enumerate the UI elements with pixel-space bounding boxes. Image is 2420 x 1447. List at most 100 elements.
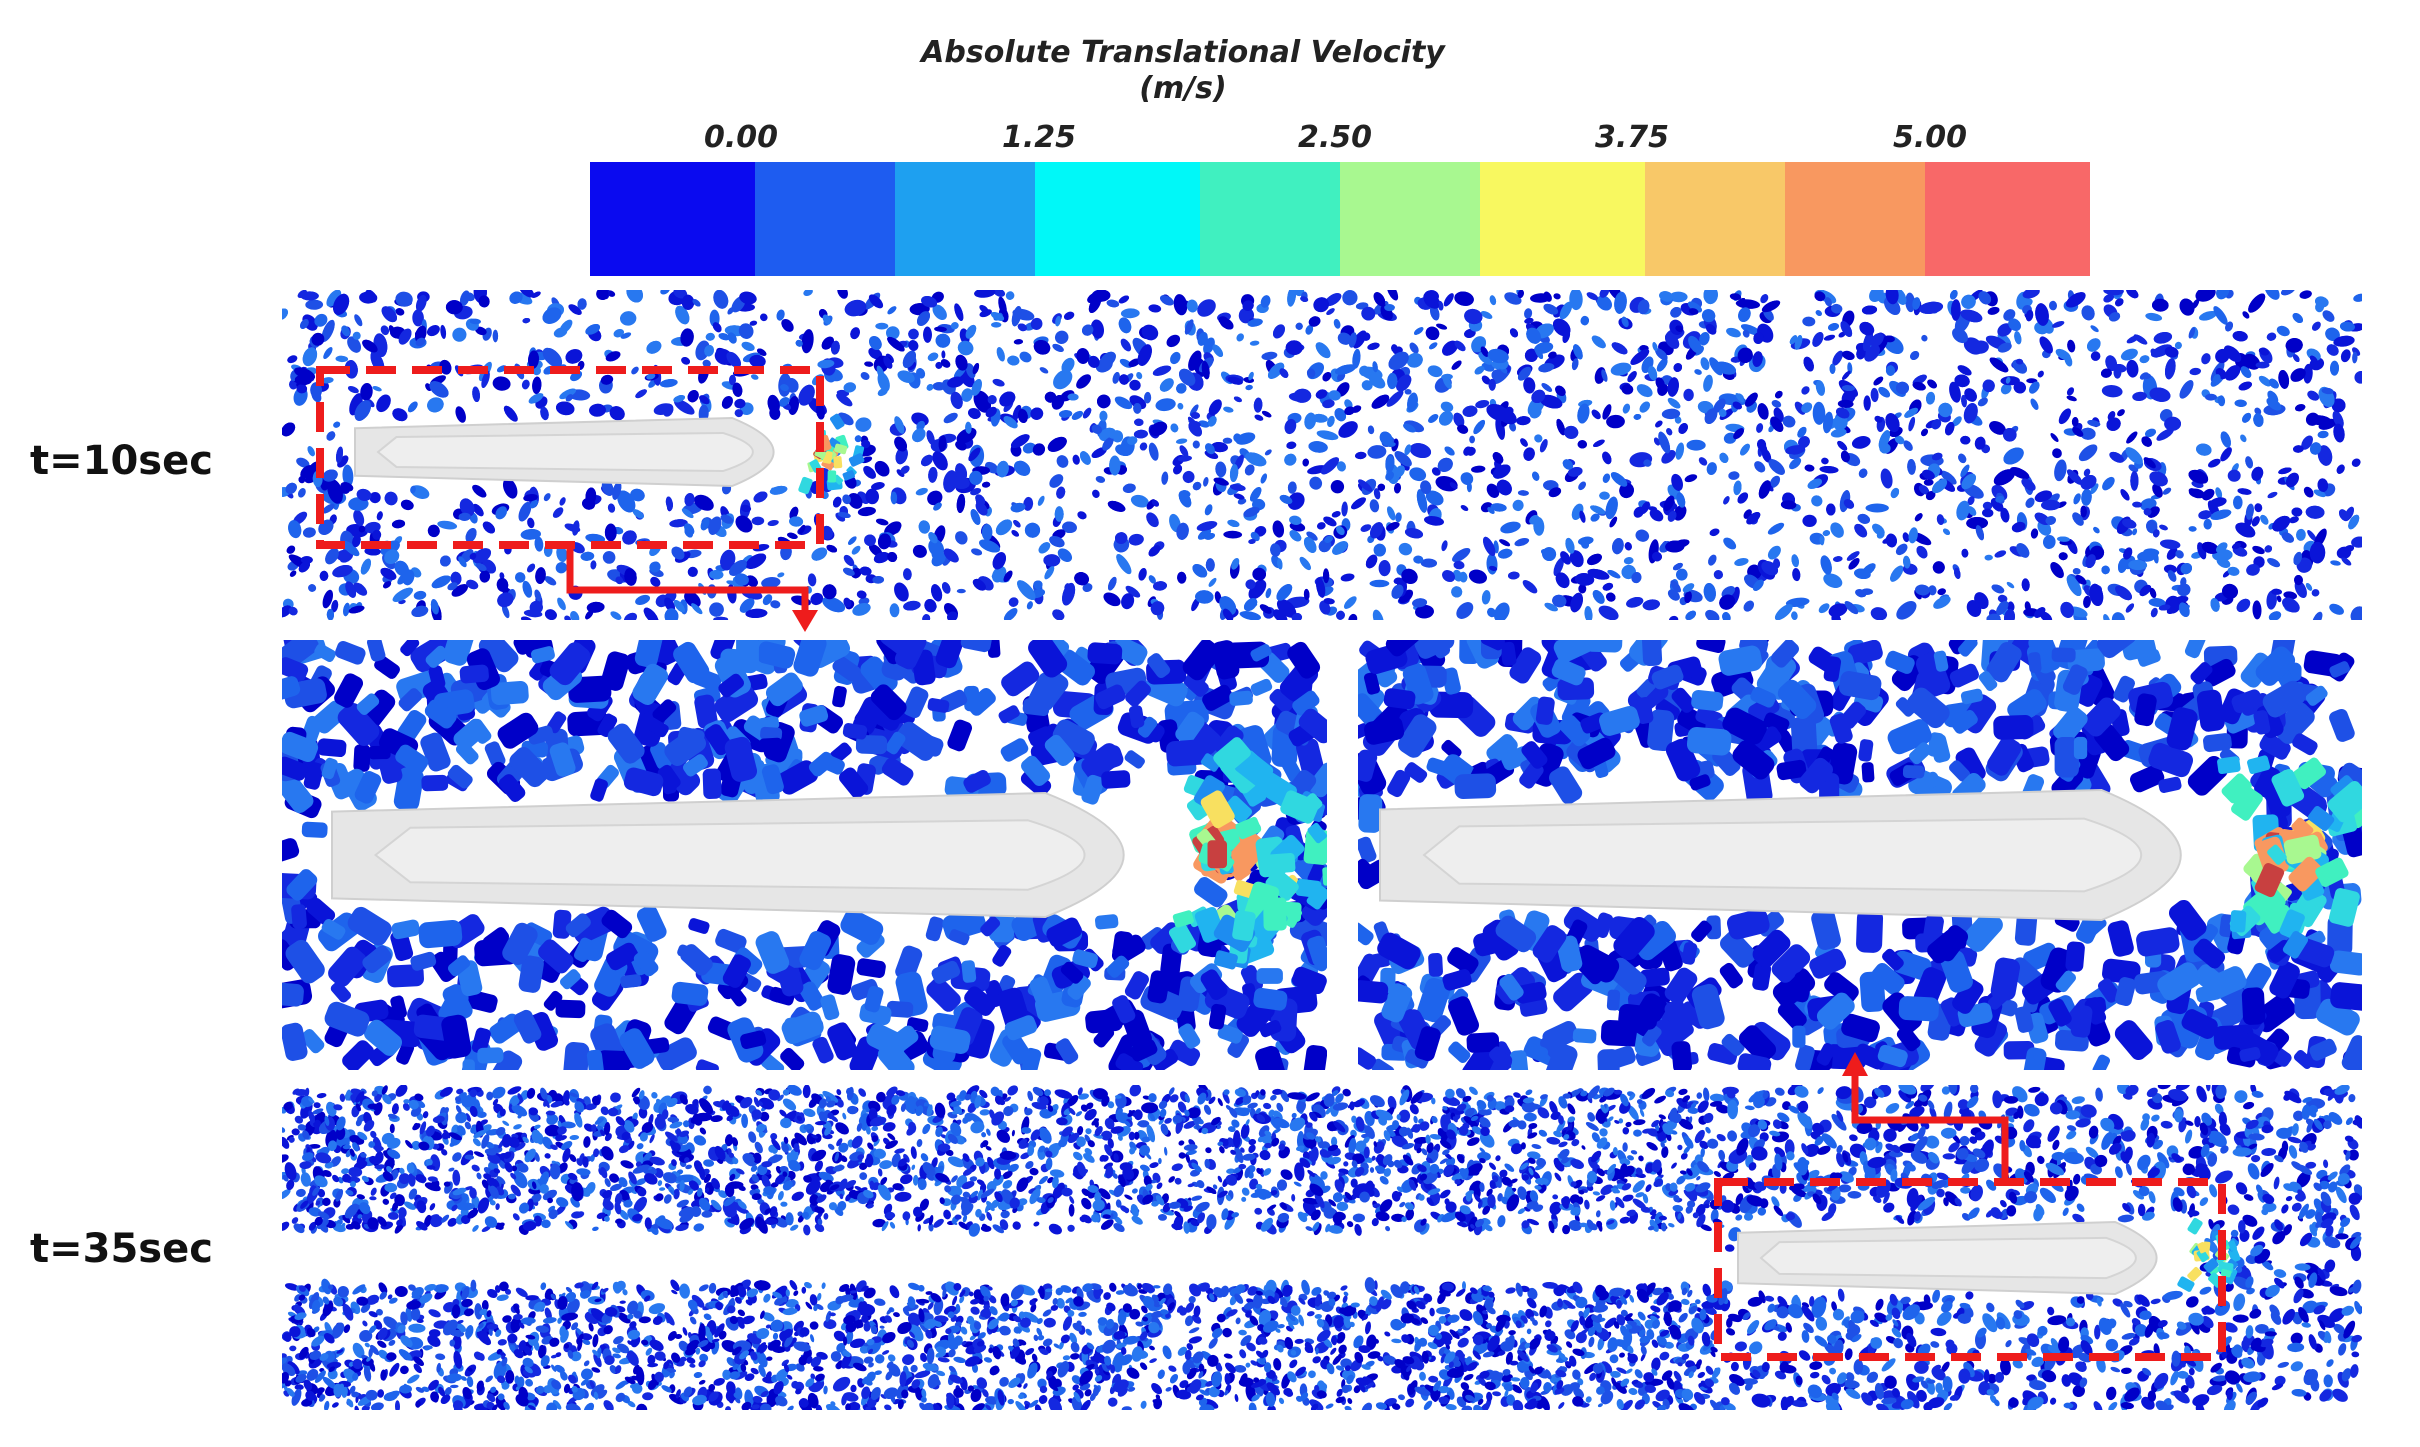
ice-floe — [1201, 360, 1210, 380]
legend-swatch — [1925, 162, 2090, 276]
ice-floe — [600, 651, 630, 691]
ice-floe — [1539, 438, 1548, 453]
ice-floe — [2076, 674, 2103, 707]
ice-floe — [2048, 998, 2072, 1027]
ice-floe — [950, 391, 963, 409]
ice-floe — [1997, 342, 2012, 353]
ice-floe — [1403, 423, 1416, 433]
ice-floe — [1487, 507, 1495, 514]
ice-floe — [837, 511, 851, 519]
ice-floe — [1811, 908, 1841, 951]
ice-floe — [2041, 499, 2061, 511]
ice-floe — [1812, 401, 1826, 425]
ice-floe — [521, 379, 530, 390]
ice-floe — [2090, 325, 2099, 333]
ice-floe — [2073, 736, 2088, 760]
ice-floe — [1205, 443, 1215, 455]
ice-floe — [1049, 474, 1064, 488]
ice-floe — [2227, 566, 2240, 576]
ice-floe — [1987, 306, 2000, 315]
ice-floe — [475, 563, 487, 571]
ice-floe — [354, 314, 363, 327]
ice-floe — [799, 705, 829, 727]
ice-floe — [2252, 600, 2262, 620]
ice-floe — [1029, 976, 1055, 1009]
ice-floe — [2340, 321, 2355, 332]
ice-floe — [1577, 440, 1587, 449]
ice-floe — [1984, 554, 1993, 561]
ice-floe — [1708, 554, 1717, 566]
ice-floe — [549, 742, 576, 777]
ice-floe — [1056, 486, 1066, 499]
ice-floe — [605, 351, 621, 362]
ice-floe — [299, 319, 309, 329]
ice-floe — [1882, 948, 1904, 971]
ice-floe — [1457, 424, 1469, 434]
ice-floe — [301, 821, 328, 838]
ice-floe — [427, 524, 440, 538]
ice-floe — [362, 339, 378, 353]
ice-floe — [1115, 1053, 1144, 1070]
ice-floe — [2248, 293, 2266, 313]
ice-floe — [1480, 346, 1489, 357]
ice-floe — [1143, 391, 1152, 404]
ice-floe — [398, 328, 412, 345]
ice-floe — [1549, 766, 1583, 805]
ice-floe — [1358, 1047, 1377, 1070]
ice-floe — [392, 408, 408, 422]
ice-floe — [1498, 548, 1513, 559]
ice-floe — [682, 754, 708, 777]
ice-floe — [1387, 372, 1398, 390]
ice-floe — [2309, 1038, 2337, 1061]
ice-floe — [1486, 403, 1510, 422]
ice-floe — [2225, 321, 2234, 332]
ice-floe — [2108, 312, 2121, 322]
ice-floe — [1190, 412, 1200, 419]
ice-floe — [2050, 562, 2064, 579]
ice-floe — [2090, 483, 2099, 494]
ice-floe — [568, 304, 582, 316]
ice-floe — [1592, 590, 1605, 604]
ice-floe — [722, 954, 751, 988]
ice-floe — [1155, 398, 1176, 412]
ice-floe — [652, 699, 677, 723]
ice-floe — [2167, 570, 2177, 582]
ice-floe — [795, 339, 803, 347]
ice-floe — [1315, 342, 1331, 359]
ice-floe — [1481, 362, 1495, 372]
ice-floe — [2199, 310, 2217, 321]
ice-floe — [832, 496, 842, 508]
ice-floe — [2289, 516, 2299, 524]
ice-floe — [1204, 504, 1213, 516]
ice-floe — [1063, 311, 1075, 320]
ice-floe — [2014, 911, 2038, 946]
ice-floe — [2054, 737, 2079, 778]
ice-floe — [851, 545, 861, 555]
ice-floe — [635, 594, 651, 605]
ice-floe — [1391, 344, 1398, 353]
ice-floe — [1222, 437, 1233, 444]
ice-floe — [1253, 397, 1263, 413]
ice-floe — [1245, 579, 1256, 590]
ice-floe — [2316, 998, 2360, 1036]
ice-floe — [2132, 501, 2142, 508]
ice-floe — [1176, 383, 1187, 394]
ice-floe — [321, 377, 334, 384]
ice-floe — [2125, 603, 2135, 613]
ice-floe — [1721, 1033, 1745, 1056]
ice-floe — [415, 294, 427, 312]
ice-floe — [912, 544, 927, 558]
ice-floe — [745, 575, 758, 587]
ice-floe — [1989, 421, 2006, 435]
ice-floe — [718, 333, 730, 341]
ice-floe — [875, 322, 889, 330]
ice-floe — [282, 657, 309, 682]
ice-floe — [1285, 340, 1303, 356]
ice-floe — [1253, 987, 1288, 1011]
ice-floe — [1306, 531, 1318, 541]
ice-floe — [948, 929, 970, 946]
ice-floe — [1729, 293, 1742, 301]
ice-floe — [972, 362, 980, 375]
ice-floe — [836, 393, 853, 407]
ice-floe — [1833, 556, 1843, 562]
